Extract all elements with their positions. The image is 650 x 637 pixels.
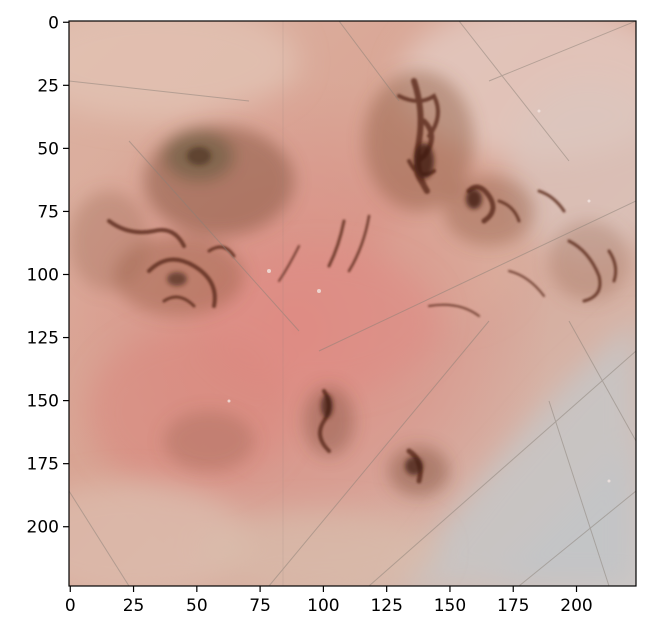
x-tick-label: 50	[186, 596, 208, 616]
y-tick-label: 150	[27, 392, 59, 412]
x-tick-label: 200	[560, 596, 592, 616]
y-tick-label: 175	[27, 455, 59, 475]
x-tick-label: 125	[370, 596, 402, 616]
dermoscopy-image	[69, 21, 636, 586]
x-tick-label: 75	[249, 596, 271, 616]
y-tick-label: 100	[27, 265, 59, 285]
y-tick-label: 125	[27, 329, 59, 349]
lesion-picture	[69, 21, 636, 586]
y-tick-label: 0	[48, 13, 59, 33]
x-tick-label: 100	[307, 596, 339, 616]
y-tick-label: 50	[37, 139, 59, 159]
x-axis: 0 25 50 75 100 125 150 175 200	[65, 586, 593, 616]
x-tick-label: 25	[123, 596, 145, 616]
y-tick-label: 75	[37, 202, 59, 222]
axes-frame	[68, 20, 637, 587]
x-tick-label: 150	[434, 596, 466, 616]
x-tick-label: 175	[497, 596, 529, 616]
y-axis: 0 25 50 75 100 125 150 175 200	[27, 13, 69, 538]
y-tick-label: 200	[27, 518, 59, 538]
x-tick-label: 0	[65, 596, 76, 616]
y-tick-label: 25	[37, 76, 59, 96]
